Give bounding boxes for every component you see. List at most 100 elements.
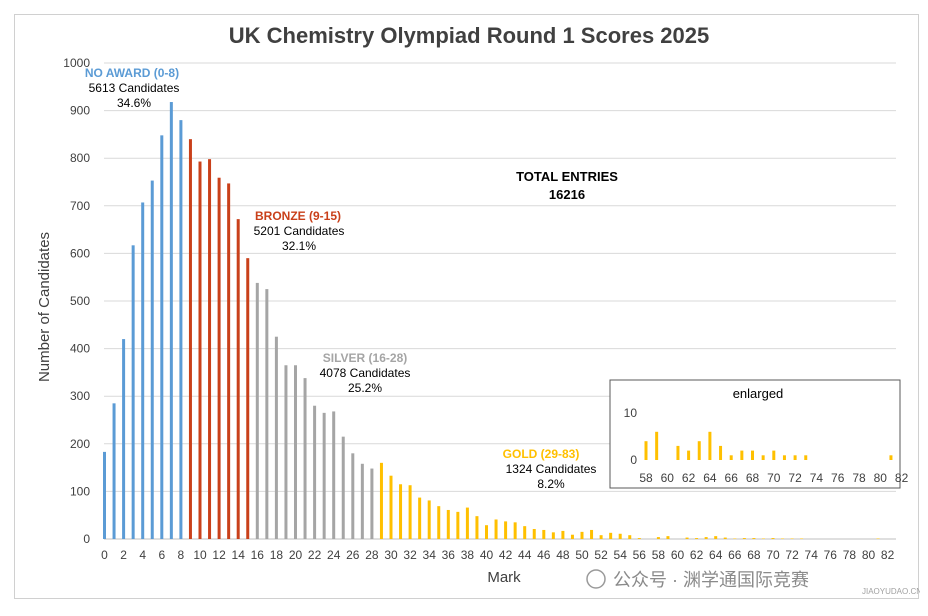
bar bbox=[437, 506, 441, 539]
x-tick-label: 6 bbox=[158, 548, 165, 562]
inset-bar bbox=[697, 441, 701, 460]
bar bbox=[590, 529, 594, 539]
annotation-gold-percent: 8.2% bbox=[537, 477, 565, 491]
bar bbox=[208, 159, 212, 540]
bar bbox=[217, 177, 221, 539]
bar bbox=[551, 532, 555, 539]
annotation-bronze: BRONZE (9-15) 5201 Candidates 32.1% bbox=[254, 209, 345, 253]
inset-bars bbox=[644, 431, 893, 460]
inset-x-tick-label: 66 bbox=[725, 471, 739, 485]
bar bbox=[656, 537, 660, 539]
inset-x-tick-label: 70 bbox=[767, 471, 781, 485]
x-tick-label: 8 bbox=[178, 548, 185, 562]
bar bbox=[322, 412, 326, 539]
bar bbox=[618, 533, 622, 539]
bar bbox=[637, 538, 641, 539]
x-tick-label: 44 bbox=[518, 548, 532, 562]
x-tick-label: 66 bbox=[728, 548, 742, 562]
total-entries-label: TOTAL ENTRIES bbox=[516, 169, 618, 184]
chart-frame: UK Chemistry Olympiad Round 1 Scores 202… bbox=[14, 14, 920, 599]
annotation-gold: GOLD (29-83) 1324 Candidates 8.2% bbox=[503, 447, 597, 491]
y-axis-title: Number of Candidates bbox=[36, 232, 53, 382]
bar bbox=[494, 519, 498, 539]
bar bbox=[169, 102, 173, 540]
inset-bar bbox=[804, 455, 808, 460]
bar bbox=[188, 139, 192, 539]
inset-bar bbox=[719, 445, 723, 460]
bar bbox=[504, 521, 508, 539]
inset-bar bbox=[644, 441, 648, 460]
x-tick-labels: 0 2 4 6 8 10 12 14 16 18 20 22 24 26 28 30 32 34 36 38 40 42 4… bbox=[101, 548, 894, 562]
inset-title: enlarged bbox=[733, 386, 784, 401]
x-tick-label: 18 bbox=[270, 548, 284, 562]
x-tick-label: 68 bbox=[747, 548, 761, 562]
x-tick-label: 82 bbox=[881, 548, 895, 562]
bar bbox=[570, 534, 574, 539]
chart-svg: UK Chemistry Olympiad Round 1 Scores 202… bbox=[36, 23, 920, 596]
x-tick-label: 50 bbox=[575, 548, 589, 562]
inset-frame bbox=[609, 379, 901, 489]
annotation-bronze-percent: 32.1% bbox=[282, 239, 316, 253]
bar bbox=[513, 522, 517, 539]
inset-x-tick-label: 68 bbox=[746, 471, 760, 485]
annotation-silver: SILVER (16-28) 4078 Candidates 25.2% bbox=[320, 351, 411, 395]
y-tick-label: 600 bbox=[70, 246, 90, 260]
x-tick-label: 20 bbox=[289, 548, 303, 562]
bar bbox=[532, 529, 536, 539]
x-axis-title: Mark bbox=[487, 569, 521, 586]
x-tick-label: 30 bbox=[384, 548, 398, 562]
inset-bar bbox=[751, 450, 754, 460]
y-tick-label: 400 bbox=[70, 342, 90, 356]
bar bbox=[456, 511, 460, 539]
bar bbox=[313, 405, 317, 539]
x-tick-label: 72 bbox=[785, 548, 799, 562]
bar bbox=[227, 183, 231, 540]
inset-y-tick-label: 10 bbox=[624, 406, 638, 420]
bar bbox=[714, 536, 718, 539]
annotation-bronze-candidates: 5201 Candidates bbox=[254, 224, 345, 238]
inset-bar bbox=[772, 450, 776, 460]
bar bbox=[475, 516, 479, 539]
bar bbox=[351, 453, 355, 539]
x-tick-label: 48 bbox=[556, 548, 570, 562]
chart-title: UK Chemistry Olympiad Round 1 Scores 202… bbox=[229, 23, 710, 48]
x-tick-label: 26 bbox=[346, 548, 360, 562]
gridlines bbox=[104, 62, 896, 540]
inset-bar bbox=[761, 455, 765, 460]
bar bbox=[141, 202, 145, 539]
inset-bar bbox=[676, 445, 680, 460]
y-tick-label: 800 bbox=[70, 151, 90, 165]
x-tick-label: 54 bbox=[614, 548, 628, 562]
bar bbox=[580, 531, 584, 539]
y-tick-label: 1000 bbox=[63, 56, 90, 70]
wechat-icon bbox=[586, 569, 606, 589]
inset-bar bbox=[889, 455, 893, 460]
x-tick-label: 78 bbox=[843, 548, 857, 562]
bar bbox=[150, 180, 154, 539]
x-tick-label: 42 bbox=[499, 548, 513, 562]
bar bbox=[131, 245, 135, 540]
bar bbox=[752, 538, 756, 539]
x-tick-label: 40 bbox=[480, 548, 494, 562]
inset-bar bbox=[708, 431, 712, 460]
bars bbox=[103, 102, 880, 540]
bar bbox=[160, 135, 164, 539]
bar bbox=[685, 537, 689, 539]
inset-chart: enlarged 0 10 58 60 62 64 66 68 70 72 74 76 78 80 82 bbox=[609, 379, 909, 489]
y-tick-label: 500 bbox=[70, 294, 90, 308]
bar bbox=[666, 536, 670, 539]
bar bbox=[542, 529, 546, 539]
bar bbox=[294, 365, 297, 539]
x-tick-label: 22 bbox=[308, 548, 322, 562]
annotation-gold-candidates: 1324 Candidates bbox=[506, 462, 597, 476]
bar bbox=[771, 538, 775, 539]
x-tick-label: 74 bbox=[805, 548, 819, 562]
x-tick-label: 58 bbox=[652, 548, 666, 562]
y-tick-label: 200 bbox=[70, 437, 90, 451]
x-tick-label: 0 bbox=[101, 548, 108, 562]
annotation-no-award: NO AWARD (0-8) 5613 Candidates 34.6% bbox=[85, 66, 179, 110]
x-tick-label: 36 bbox=[442, 548, 456, 562]
bar bbox=[389, 475, 393, 539]
x-tick-label: 38 bbox=[461, 548, 475, 562]
annotation-silver-name: SILVER (16-28) bbox=[323, 351, 407, 365]
